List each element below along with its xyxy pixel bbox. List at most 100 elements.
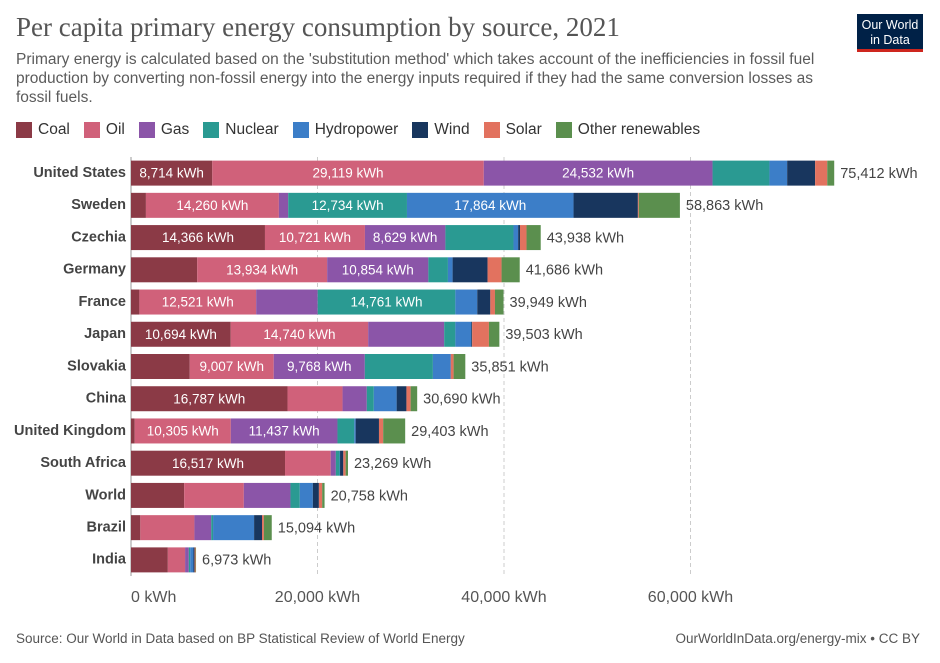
total-label: 20,758 kWh — [331, 488, 408, 504]
bar-segment — [769, 160, 788, 186]
bar-segment — [131, 354, 190, 379]
legend-item[interactable]: Hydropower — [292, 121, 398, 139]
y-tick-label: Czechia — [71, 229, 127, 245]
bar-segment — [327, 257, 429, 283]
y-tick-label: Germany — [63, 262, 126, 278]
legend-swatch — [203, 122, 220, 138]
legend-item[interactable]: Gas — [138, 121, 189, 139]
legend-item[interactable]: Other renewables — [555, 121, 700, 139]
value-label: 10,305 kWh — [147, 424, 219, 439]
bar-segment — [526, 225, 541, 251]
bar-segment — [243, 482, 291, 508]
total-label: 39,503 kWh — [505, 327, 582, 343]
y-tick-label: India — [92, 552, 127, 568]
bar-segment — [477, 289, 491, 315]
total-label: 43,938 kWh — [547, 230, 624, 246]
legend: Coal Oil Gas Nuclear Hydropower Wind Solar Othe… — [16, 121, 700, 139]
value-label: 12,521 kWh — [162, 295, 234, 310]
x-tick-label: 60,000 kWh — [648, 589, 733, 606]
legend-swatch — [483, 122, 500, 138]
bar-segment — [638, 192, 680, 218]
bar-segment — [494, 289, 504, 315]
logo[interactable]: Our World in Data — [857, 14, 923, 52]
value-label: 14,740 kWh — [263, 327, 335, 342]
legend-swatch — [138, 122, 155, 138]
bar-segment — [131, 547, 168, 573]
legend-label: Oil — [105, 121, 125, 138]
y-tick-label: Slovakia — [67, 358, 127, 374]
legend-swatch — [412, 122, 429, 138]
bar-segment — [366, 386, 374, 412]
legend-swatch — [83, 122, 100, 138]
bar-segment — [194, 547, 196, 573]
bar-segment — [410, 386, 418, 412]
legend-item[interactable]: Wind — [412, 121, 470, 139]
legend-item[interactable]: Solar — [483, 121, 542, 139]
bar-segment — [355, 418, 379, 444]
bar-segment — [452, 257, 488, 283]
total-label: 58,863 kWh — [686, 198, 763, 214]
bar-segment — [471, 321, 473, 347]
legend-label: Coal — [38, 121, 70, 138]
value-label: 10,721 kWh — [279, 230, 351, 245]
bar-segment — [278, 192, 289, 218]
value-label: 13,934 kWh — [226, 262, 298, 277]
value-label: 24,532 kWh — [562, 166, 634, 181]
credit[interactable]: OurWorldInData.org/energy-mix • CC BY — [675, 631, 920, 646]
value-label: 9,007 kWh — [199, 359, 264, 374]
legend-item[interactable]: Coal — [16, 121, 70, 139]
bar-segment — [131, 160, 213, 186]
bar-segment — [322, 482, 325, 508]
bar-segment — [131, 450, 286, 476]
value-label: 12,734 kWh — [312, 198, 384, 213]
bar-segment — [345, 450, 348, 476]
bar-segment — [139, 289, 257, 315]
bar-segment — [483, 160, 713, 186]
bar-segment — [134, 418, 231, 444]
bar-segment — [131, 386, 288, 412]
bar-segment — [131, 418, 135, 444]
bar-segment — [342, 386, 367, 412]
bar-segment — [453, 354, 466, 379]
bar-segment — [145, 192, 279, 218]
bar-segment — [447, 257, 453, 283]
bar-segment — [184, 482, 244, 508]
bar-segment — [318, 482, 323, 508]
bar-segment — [455, 321, 472, 347]
bar-segment — [212, 160, 484, 186]
bar-segment — [140, 515, 195, 541]
y-tick-label: South Africa — [40, 455, 127, 471]
y-tick-label: China — [86, 391, 127, 407]
legend-item[interactable]: Nuclear — [203, 121, 279, 139]
bar-segment — [712, 160, 770, 186]
value-label: 16,787 kWh — [173, 391, 245, 406]
bar-segment — [131, 289, 140, 315]
bar-segment — [396, 386, 407, 412]
value-label: 8,714 kWh — [139, 166, 204, 181]
bar-segment — [131, 482, 185, 508]
legend-swatch — [16, 122, 32, 138]
bar-segment — [131, 257, 198, 283]
bar-segment — [488, 321, 500, 347]
legend-item[interactable]: Oil — [83, 121, 125, 139]
bar-segment — [273, 354, 365, 379]
logo-line: Our World — [861, 18, 919, 32]
bar-segment — [444, 321, 456, 347]
y-tick-label: United States — [33, 165, 126, 181]
y-tick-label: Brazil — [87, 519, 127, 535]
bar-segment — [501, 257, 520, 283]
bar-segment — [406, 192, 574, 218]
bar-segment — [520, 225, 527, 251]
bar-segment — [193, 547, 195, 573]
bar-segment — [815, 160, 828, 186]
bar-segment — [131, 515, 141, 541]
bar-segment — [518, 225, 521, 251]
bar-segment — [445, 225, 514, 251]
bar-segment — [428, 257, 448, 283]
legend-swatch — [292, 122, 309, 138]
bar-segment — [254, 515, 263, 541]
logo-line: in Data — [870, 33, 910, 47]
y-tick-label: France — [78, 294, 126, 310]
bar-segment — [230, 418, 338, 444]
